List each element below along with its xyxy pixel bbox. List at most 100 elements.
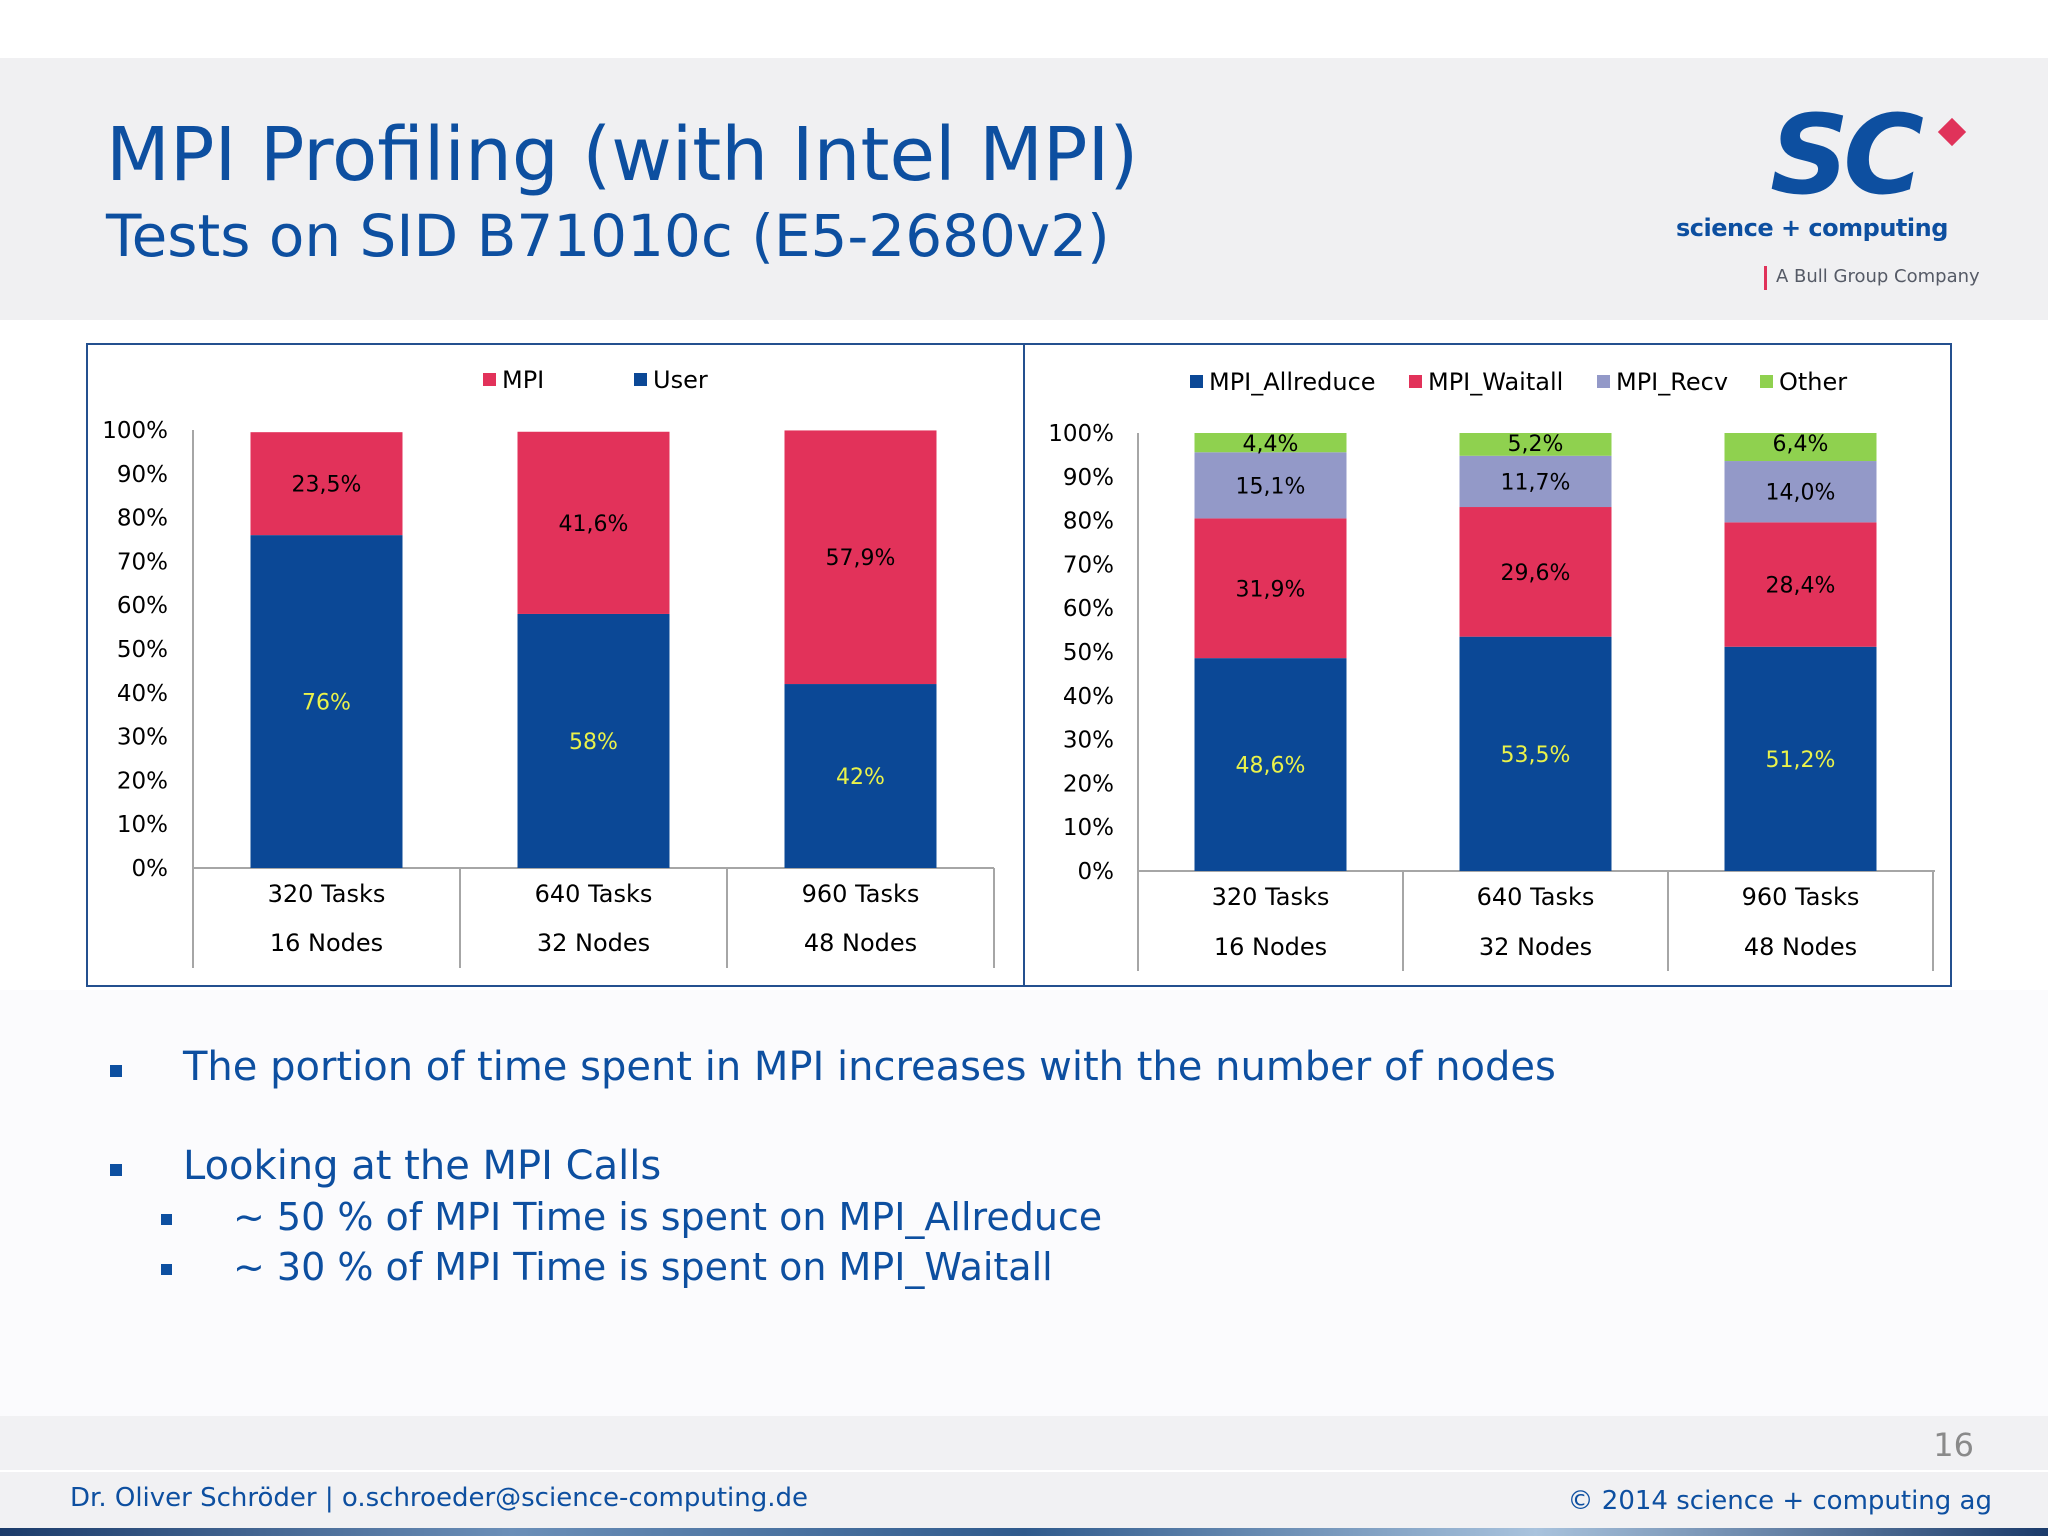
- bar-segment-mpi-allreduce: [1194, 658, 1347, 871]
- data-label: 6,4%: [1773, 432, 1829, 457]
- y-tick-label: 40%: [1063, 684, 1114, 710]
- logo-name: science + computing: [1676, 214, 1948, 242]
- slide-subtitle: Tests on SID B71010c (E5-2680v2): [106, 202, 1110, 270]
- y-tick-label: 0%: [132, 856, 169, 882]
- data-label: 11,7%: [1501, 470, 1571, 495]
- y-tick-label: 80%: [1063, 509, 1114, 535]
- bullet-marker: [110, 1164, 122, 1176]
- y-tick-label: 0%: [1078, 859, 1115, 885]
- x-category-sublabel: 16 Nodes: [270, 929, 383, 957]
- y-tick-label: 60%: [117, 593, 168, 619]
- charts-canvas: 0% 10% 20% 30% 40% 50% 60% 70% 80% 90% 100% 76% 23,5…: [102, 366, 1935, 971]
- y-tick-label: 90%: [117, 462, 168, 488]
- legend-swatch: [1760, 375, 1773, 388]
- legend-label: MPI: [502, 366, 544, 394]
- y-tick-label: 20%: [117, 768, 168, 794]
- legend-label: User: [653, 366, 708, 394]
- y-tick-label: 30%: [117, 725, 168, 751]
- bar-segment-other: [1724, 433, 1877, 462]
- footer-copyright: © 2014 science + computing ag: [1567, 1486, 1992, 1516]
- sub-bullet-allreduce: ~ 50 % of MPI Time is spent on MPI_Allre…: [233, 1195, 1103, 1239]
- bar-segment-mpi-recv: [1724, 461, 1877, 523]
- data-label: 51,2%: [1766, 748, 1836, 773]
- data-label: 76%: [302, 691, 351, 716]
- x-category-label: 320 Tasks: [268, 880, 386, 908]
- x-category-sublabel: 32 Nodes: [537, 929, 650, 957]
- content-area: [0, 990, 2048, 1416]
- data-label: 4,4%: [1243, 432, 1299, 457]
- bar-segment-mpi: [517, 431, 670, 614]
- y-tick-label: 70%: [117, 549, 168, 575]
- legend-label: MPI_Recv: [1616, 368, 1728, 396]
- legend-swatch: [634, 373, 647, 386]
- bar-segment-mpi-waitall: [1194, 518, 1347, 659]
- y-tick-label: 50%: [117, 637, 168, 663]
- data-label: 58%: [569, 730, 618, 755]
- data-label: 48,6%: [1236, 754, 1306, 779]
- bar-segment-other: [1194, 433, 1347, 453]
- y-tick-label: 60%: [1063, 596, 1114, 622]
- data-label: 28,4%: [1766, 574, 1836, 599]
- data-label: 57,9%: [826, 546, 896, 571]
- legend-label: Other: [1779, 368, 1847, 396]
- sub-bullet-marker: [161, 1214, 172, 1225]
- legend-label: MPI_Allreduce: [1209, 368, 1376, 396]
- x-category-sublabel: 48 Nodes: [1744, 933, 1857, 961]
- bar-segment-user: [784, 684, 937, 868]
- data-label: 5,2%: [1508, 432, 1564, 457]
- x-category-label: 320 Tasks: [1212, 883, 1330, 911]
- y-tick-label: 50%: [1063, 640, 1114, 666]
- footer-divider: [0, 1470, 2048, 1472]
- x-category-sublabel: 32 Nodes: [1479, 933, 1592, 961]
- bar-segment-mpi: [784, 430, 937, 685]
- y-tick-label: 80%: [117, 506, 168, 532]
- data-label: 14,0%: [1766, 481, 1836, 506]
- y-tick-label: 40%: [117, 681, 168, 707]
- data-label: 15,1%: [1236, 474, 1306, 499]
- legend-label: MPI_Waitall: [1428, 368, 1563, 396]
- bar-segment-mpi-waitall: [1724, 522, 1877, 647]
- bar-segment-other: [1459, 433, 1612, 456]
- bar-segment-mpi-recv: [1194, 452, 1347, 519]
- y-tick-label: 100%: [102, 418, 168, 444]
- x-category-sublabel: 16 Nodes: [1214, 933, 1327, 961]
- sub-bullet-waitall: ~ 30 % of MPI Time is spent on MPI_Waita…: [233, 1245, 1053, 1289]
- logo-mark: SC: [1770, 91, 1924, 219]
- bullet-marker: [110, 1065, 122, 1077]
- data-label: 42%: [836, 765, 885, 790]
- y-tick-label: 30%: [1063, 728, 1114, 754]
- data-label: 29,6%: [1501, 561, 1571, 586]
- bar-segment-mpi-allreduce: [1724, 646, 1877, 871]
- data-label: 53,5%: [1501, 743, 1571, 768]
- x-category-sublabel: 48 Nodes: [804, 929, 917, 957]
- y-tick-label: 20%: [1063, 771, 1114, 797]
- legend-swatch: [483, 373, 496, 386]
- legend-swatch: [1190, 375, 1203, 388]
- data-label: 31,9%: [1236, 577, 1306, 602]
- sub-bullet-marker: [161, 1264, 172, 1275]
- logo-divider: [1764, 266, 1767, 290]
- bar-segment-user: [517, 613, 670, 868]
- page-number: 16: [1933, 1426, 1974, 1464]
- y-tick-label: 100%: [1048, 421, 1114, 447]
- data-label: 23,5%: [292, 473, 362, 498]
- y-tick-label: 10%: [1063, 815, 1114, 841]
- legend-swatch: [1597, 375, 1610, 388]
- bar-segment-mpi-waitall: [1459, 507, 1612, 637]
- y-tick-label: 10%: [117, 812, 168, 838]
- y-tick-label: 90%: [1063, 465, 1114, 491]
- slide-title: MPI Profiling (with Intel MPI): [106, 112, 1139, 198]
- y-tick-label: 70%: [1063, 552, 1114, 578]
- x-category-label: 640 Tasks: [1477, 883, 1595, 911]
- x-category-label: 960 Tasks: [802, 880, 920, 908]
- x-category-label: 640 Tasks: [535, 880, 653, 908]
- bar-segment-mpi-allreduce: [1459, 636, 1612, 871]
- chart-divider: [1023, 343, 1025, 987]
- footer-author: Dr. Oliver Schröder | o.schroeder@scienc…: [70, 1483, 809, 1513]
- footer-band: [0, 1416, 2048, 1528]
- bar-segment-mpi-recv: [1459, 455, 1612, 508]
- bullet-mpi-calls: Looking at the MPI Calls: [183, 1143, 662, 1189]
- bar-segment-mpi: [250, 432, 403, 536]
- bar-segment-user: [250, 535, 403, 868]
- data-label: 41,6%: [559, 512, 629, 537]
